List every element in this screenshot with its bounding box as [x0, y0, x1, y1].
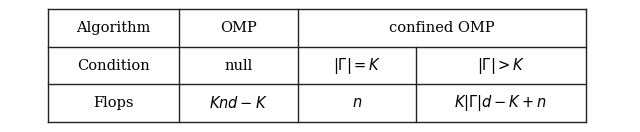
Text: Flops: Flops [93, 96, 134, 110]
Text: Algorithm: Algorithm [76, 21, 151, 35]
Text: null: null [224, 59, 253, 73]
Text: $n$: $n$ [351, 96, 362, 110]
Text: $K|\Gamma|d - K + n$: $K|\Gamma|d - K + n$ [454, 93, 547, 113]
Text: confined OMP: confined OMP [388, 21, 495, 35]
Text: $Knd - K$: $Knd - K$ [209, 95, 268, 111]
Text: Condition: Condition [77, 59, 150, 73]
Text: $|\Gamma| = K$: $|\Gamma| = K$ [333, 56, 381, 76]
Text: OMP: OMP [220, 21, 257, 35]
Text: $|\Gamma| > K$: $|\Gamma| > K$ [477, 56, 525, 76]
